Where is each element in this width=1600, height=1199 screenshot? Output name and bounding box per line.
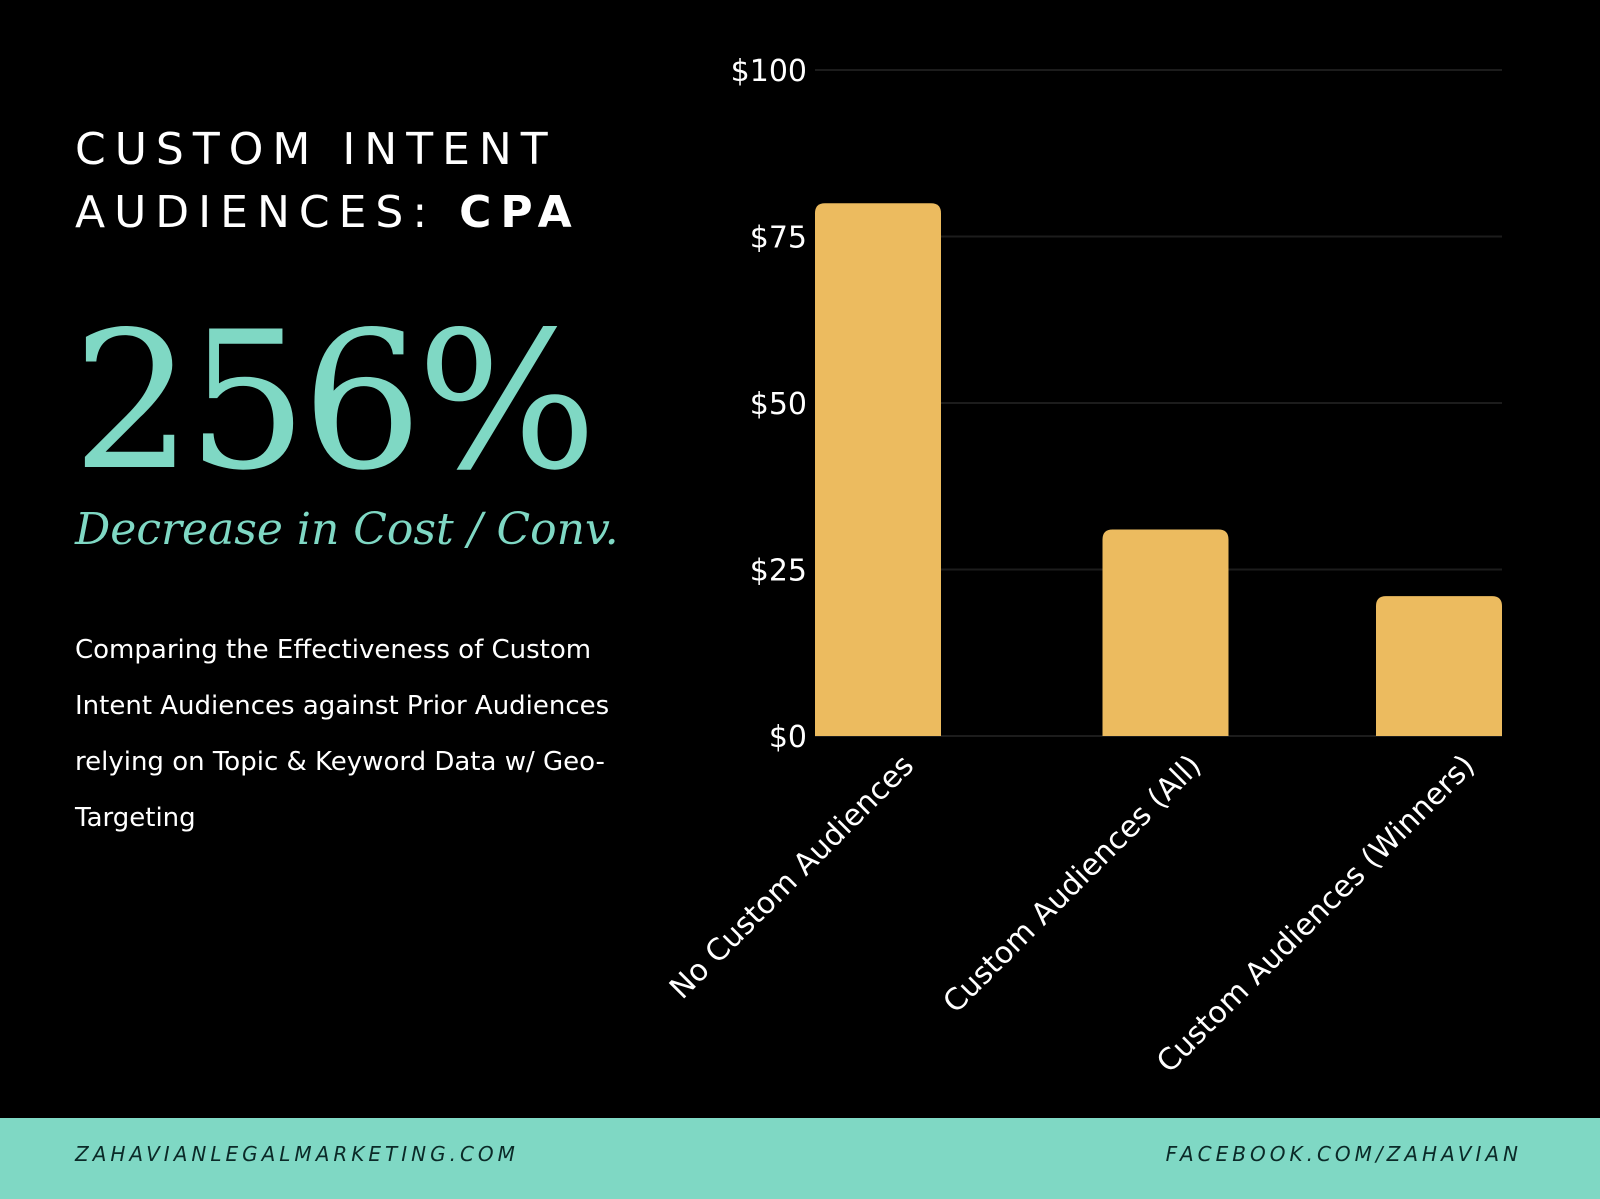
bar bbox=[815, 203, 941, 736]
bar bbox=[1102, 529, 1229, 736]
description-text: Comparing the Effectiveness of Custom In… bbox=[75, 635, 610, 833]
y-tick-label: $0 bbox=[769, 720, 807, 755]
facebook-link[interactable]: FACEBOOK.COM/ZAHAVIAN bbox=[1165, 1142, 1522, 1166]
bars bbox=[815, 203, 1502, 736]
y-tick-label: $50 bbox=[750, 387, 807, 422]
x-tick-label: No Custom Audiences bbox=[663, 748, 921, 1006]
website-link[interactable]: ZAHAVIANLEGALMARKETING.COM bbox=[75, 1142, 519, 1166]
title-line-2: AUDIENCES: CPA bbox=[75, 181, 675, 244]
title-line-2-prefix: AUDIENCES: bbox=[75, 187, 460, 238]
y-axis-ticks: $0 $25 $50 $75 $100 bbox=[731, 54, 807, 755]
stat-caption: Decrease in Cost / Conv. bbox=[75, 504, 619, 555]
x-axis-labels: No Custom Audiences Custom Audiences (All… bbox=[663, 748, 1482, 1080]
y-tick-label: $100 bbox=[731, 54, 807, 89]
stat-value: 256% bbox=[72, 291, 597, 512]
y-tick-label: $25 bbox=[750, 554, 807, 589]
bar-chart: $0$25$50$75$100 No Custom Audiences Custo… bbox=[663, 54, 1502, 1080]
footer-bar: ZAHAVIANLEGALMARKETING.COM FACEBOOK.COM/… bbox=[0, 1118, 1600, 1199]
x-tick-label: Custom Audiences (All) bbox=[936, 748, 1208, 1020]
title-line-1: CUSTOM INTENT bbox=[75, 124, 557, 175]
page-title: CUSTOM INTENT AUDIENCES: CPA bbox=[75, 118, 675, 244]
y-tick-label: $75 bbox=[750, 221, 807, 256]
x-tick-label: Custom Audiences (Winners) bbox=[1150, 748, 1482, 1080]
bar bbox=[1376, 596, 1502, 736]
title-line-2-bold: CPA bbox=[459, 187, 581, 238]
